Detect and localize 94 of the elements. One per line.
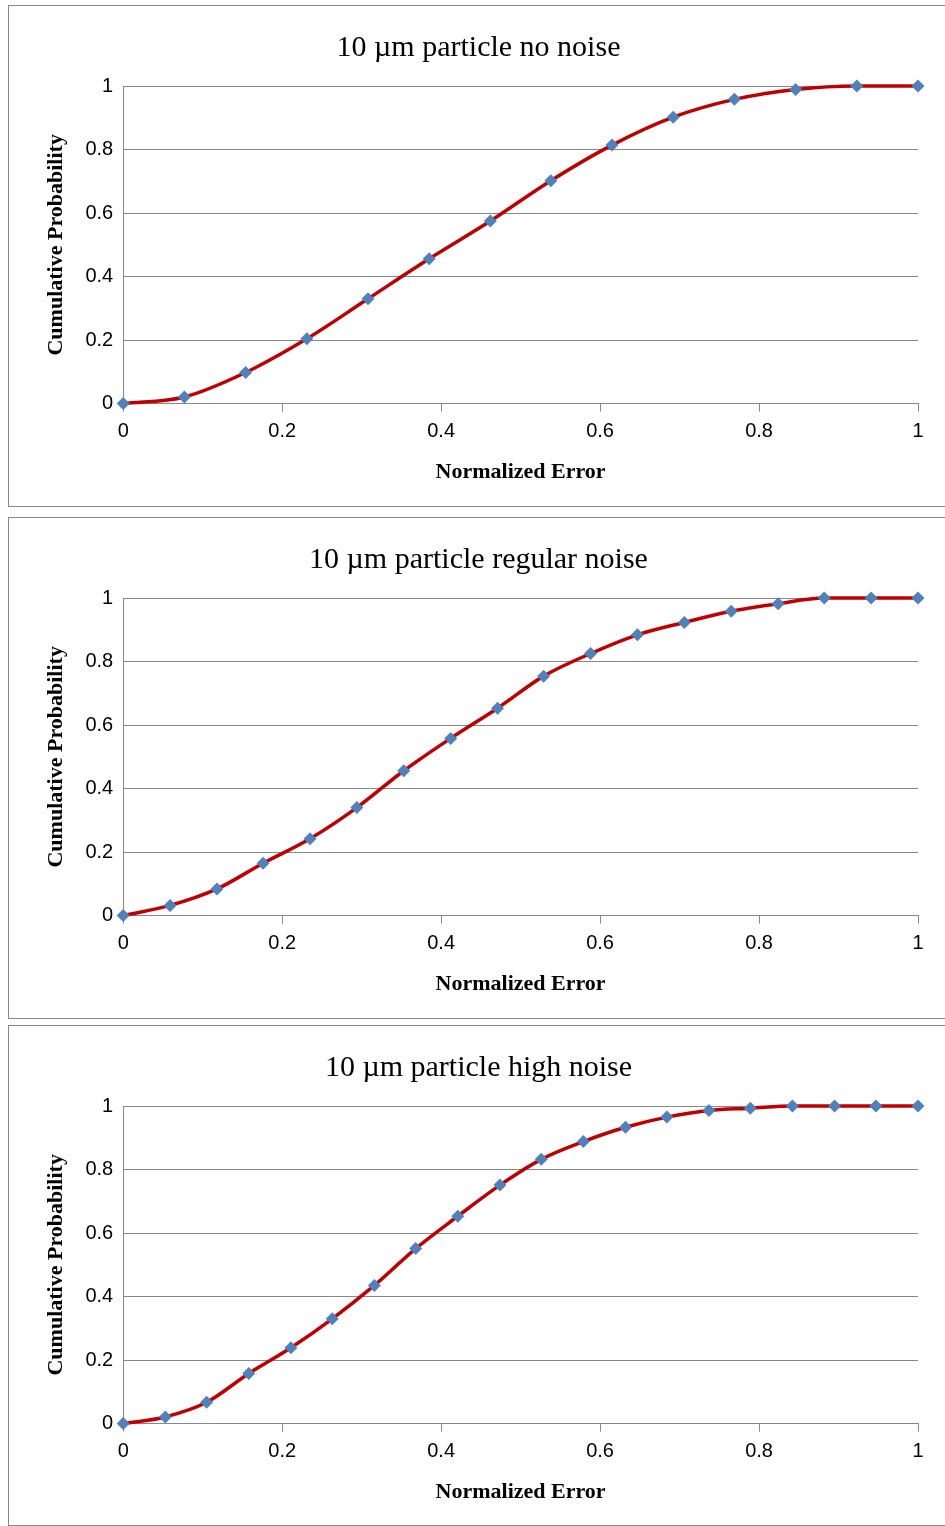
point bbox=[350, 801, 364, 815]
point bbox=[163, 898, 177, 912]
point bbox=[177, 390, 191, 404]
y-tick-label: 0.2 bbox=[85, 839, 114, 862]
point bbox=[367, 1278, 381, 1292]
x-axis-title: Normalized Error bbox=[435, 1478, 606, 1504]
point bbox=[158, 1410, 172, 1424]
x-tick-label: 0.2 bbox=[268, 419, 297, 442]
point bbox=[200, 1395, 214, 1409]
y-axis-title: Cumulative Probability bbox=[41, 646, 67, 868]
point bbox=[724, 604, 738, 618]
point bbox=[493, 1178, 507, 1192]
x-tick-label: 0.4 bbox=[427, 1439, 456, 1462]
y-tick-label: 0.8 bbox=[85, 1157, 114, 1180]
x-tick-label: 0 bbox=[117, 1439, 129, 1462]
x-tick-label: 0.6 bbox=[586, 419, 614, 442]
point bbox=[771, 597, 785, 611]
point bbox=[483, 214, 497, 228]
y-tick-label: 0.2 bbox=[85, 327, 114, 350]
y-tick-label: 0.4 bbox=[85, 264, 114, 287]
chart-title: 10 µm particle no noise bbox=[336, 28, 621, 62]
y-tick-label: 0.6 bbox=[85, 1220, 114, 1243]
y-axis-title: Cumulative Probability bbox=[41, 134, 67, 356]
x-axis-title: Normalized Error bbox=[435, 458, 606, 484]
x-tick-label: 0 bbox=[117, 931, 129, 954]
y-tick-label: 0.8 bbox=[85, 137, 114, 160]
point bbox=[911, 1099, 925, 1113]
y-tick-label: 0.4 bbox=[85, 776, 114, 799]
point bbox=[303, 832, 317, 846]
point bbox=[660, 1110, 674, 1124]
y-axis-title: Cumulative Probability bbox=[41, 1154, 67, 1376]
point bbox=[300, 332, 314, 346]
x-tick-label: 0.8 bbox=[745, 419, 773, 442]
x-tick-label: 0.6 bbox=[586, 1439, 614, 1462]
point bbox=[491, 701, 505, 715]
x-axis-title: Normalized Error bbox=[435, 970, 606, 996]
point bbox=[677, 615, 691, 629]
point bbox=[584, 647, 598, 661]
y-tick-label: 0.6 bbox=[85, 712, 114, 735]
point bbox=[702, 1103, 716, 1117]
y-tick-label: 0.6 bbox=[85, 200, 114, 223]
x-tick-label: 0.6 bbox=[586, 931, 614, 954]
point bbox=[256, 856, 270, 870]
x-tick-label: 0.8 bbox=[745, 931, 773, 954]
point bbox=[864, 591, 878, 605]
x-tick-label: 0.4 bbox=[427, 419, 456, 442]
point bbox=[444, 731, 458, 745]
point bbox=[850, 79, 864, 93]
point bbox=[605, 138, 619, 152]
y-tick-label: 0.4 bbox=[85, 1284, 114, 1307]
point bbox=[534, 1152, 548, 1166]
point bbox=[727, 92, 741, 106]
y-tick-label: 1 bbox=[102, 585, 114, 608]
x-tick-label: 0.2 bbox=[268, 1439, 297, 1462]
y-tick-label: 0 bbox=[102, 1411, 114, 1434]
point bbox=[409, 1242, 423, 1256]
point bbox=[911, 591, 925, 605]
point bbox=[576, 1135, 590, 1149]
point bbox=[817, 591, 831, 605]
x-tick-label: 0.4 bbox=[427, 931, 456, 954]
point bbox=[544, 174, 558, 188]
x-tick-label: 1 bbox=[912, 419, 924, 442]
point bbox=[828, 1099, 842, 1113]
point bbox=[210, 882, 224, 896]
point bbox=[239, 365, 253, 379]
y-tick-label: 0.8 bbox=[85, 649, 114, 672]
x-tick-label: 1 bbox=[912, 1439, 924, 1462]
x-tick-label: 1 bbox=[912, 931, 924, 954]
point bbox=[743, 1101, 757, 1115]
point bbox=[911, 79, 925, 93]
point bbox=[284, 1341, 298, 1355]
y-tick-label: 0 bbox=[102, 391, 114, 414]
x-tick-label: 0.8 bbox=[745, 1439, 773, 1462]
point bbox=[451, 1209, 465, 1223]
y-tick-label: 1 bbox=[102, 1093, 114, 1116]
x-tick-label: 0 bbox=[117, 419, 129, 442]
point bbox=[630, 628, 644, 642]
chart-title: 10 µm particle high noise bbox=[324, 1048, 633, 1082]
point bbox=[869, 1099, 883, 1113]
x-tick-label: 0.2 bbox=[268, 931, 297, 954]
point bbox=[619, 1120, 633, 1134]
y-tick-label: 0.2 bbox=[85, 1347, 114, 1370]
y-tick-label: 0 bbox=[102, 903, 114, 926]
point bbox=[325, 1312, 339, 1326]
point bbox=[242, 1366, 256, 1380]
point bbox=[666, 110, 680, 124]
point bbox=[422, 252, 436, 266]
y-tick-label: 1 bbox=[102, 73, 114, 96]
point bbox=[537, 669, 551, 683]
point bbox=[789, 82, 803, 96]
point bbox=[361, 292, 375, 306]
point bbox=[397, 764, 411, 778]
chart-title: 10 µm particle regular noise bbox=[309, 540, 648, 574]
point bbox=[785, 1099, 799, 1113]
